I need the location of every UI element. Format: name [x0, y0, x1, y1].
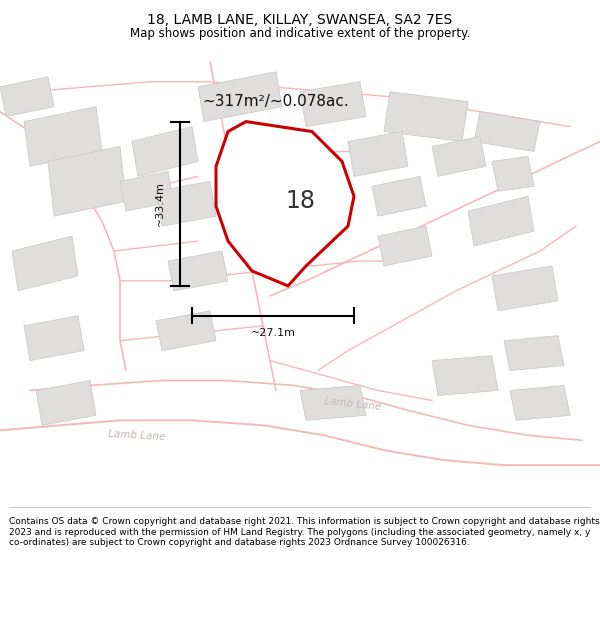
Polygon shape: [168, 251, 228, 291]
Polygon shape: [372, 176, 426, 216]
Polygon shape: [348, 131, 408, 176]
Polygon shape: [120, 171, 174, 211]
Polygon shape: [492, 156, 534, 191]
Polygon shape: [132, 126, 198, 176]
Text: 18: 18: [285, 189, 315, 213]
Polygon shape: [48, 146, 126, 216]
Polygon shape: [216, 122, 354, 286]
Polygon shape: [504, 336, 564, 371]
Polygon shape: [468, 196, 534, 246]
Polygon shape: [36, 381, 96, 425]
Polygon shape: [384, 92, 468, 141]
Polygon shape: [24, 316, 84, 361]
Polygon shape: [0, 77, 54, 117]
Polygon shape: [432, 356, 498, 396]
Polygon shape: [156, 181, 216, 226]
Polygon shape: [24, 107, 102, 166]
Polygon shape: [300, 386, 366, 421]
Text: 18, LAMB LANE, KILLAY, SWANSEA, SA2 7ES: 18, LAMB LANE, KILLAY, SWANSEA, SA2 7ES: [148, 13, 452, 27]
Polygon shape: [432, 136, 486, 176]
Text: Map shows position and indicative extent of the property.: Map shows position and indicative extent…: [130, 28, 470, 41]
Polygon shape: [156, 311, 216, 351]
Polygon shape: [474, 112, 540, 151]
Text: ~27.1m: ~27.1m: [251, 328, 296, 338]
Text: ~317m²/~0.078ac.: ~317m²/~0.078ac.: [203, 94, 349, 109]
Polygon shape: [300, 82, 366, 126]
Text: Contains OS data © Crown copyright and database right 2021. This information is : Contains OS data © Crown copyright and d…: [9, 518, 599, 547]
Polygon shape: [198, 72, 282, 122]
Polygon shape: [492, 266, 558, 311]
Polygon shape: [378, 226, 432, 266]
Text: Lamb Lane: Lamb Lane: [324, 396, 382, 412]
Polygon shape: [510, 386, 570, 421]
Text: ~33.4m: ~33.4m: [155, 181, 165, 226]
Polygon shape: [12, 236, 78, 291]
Text: Lamb Lane: Lamb Lane: [108, 429, 166, 442]
